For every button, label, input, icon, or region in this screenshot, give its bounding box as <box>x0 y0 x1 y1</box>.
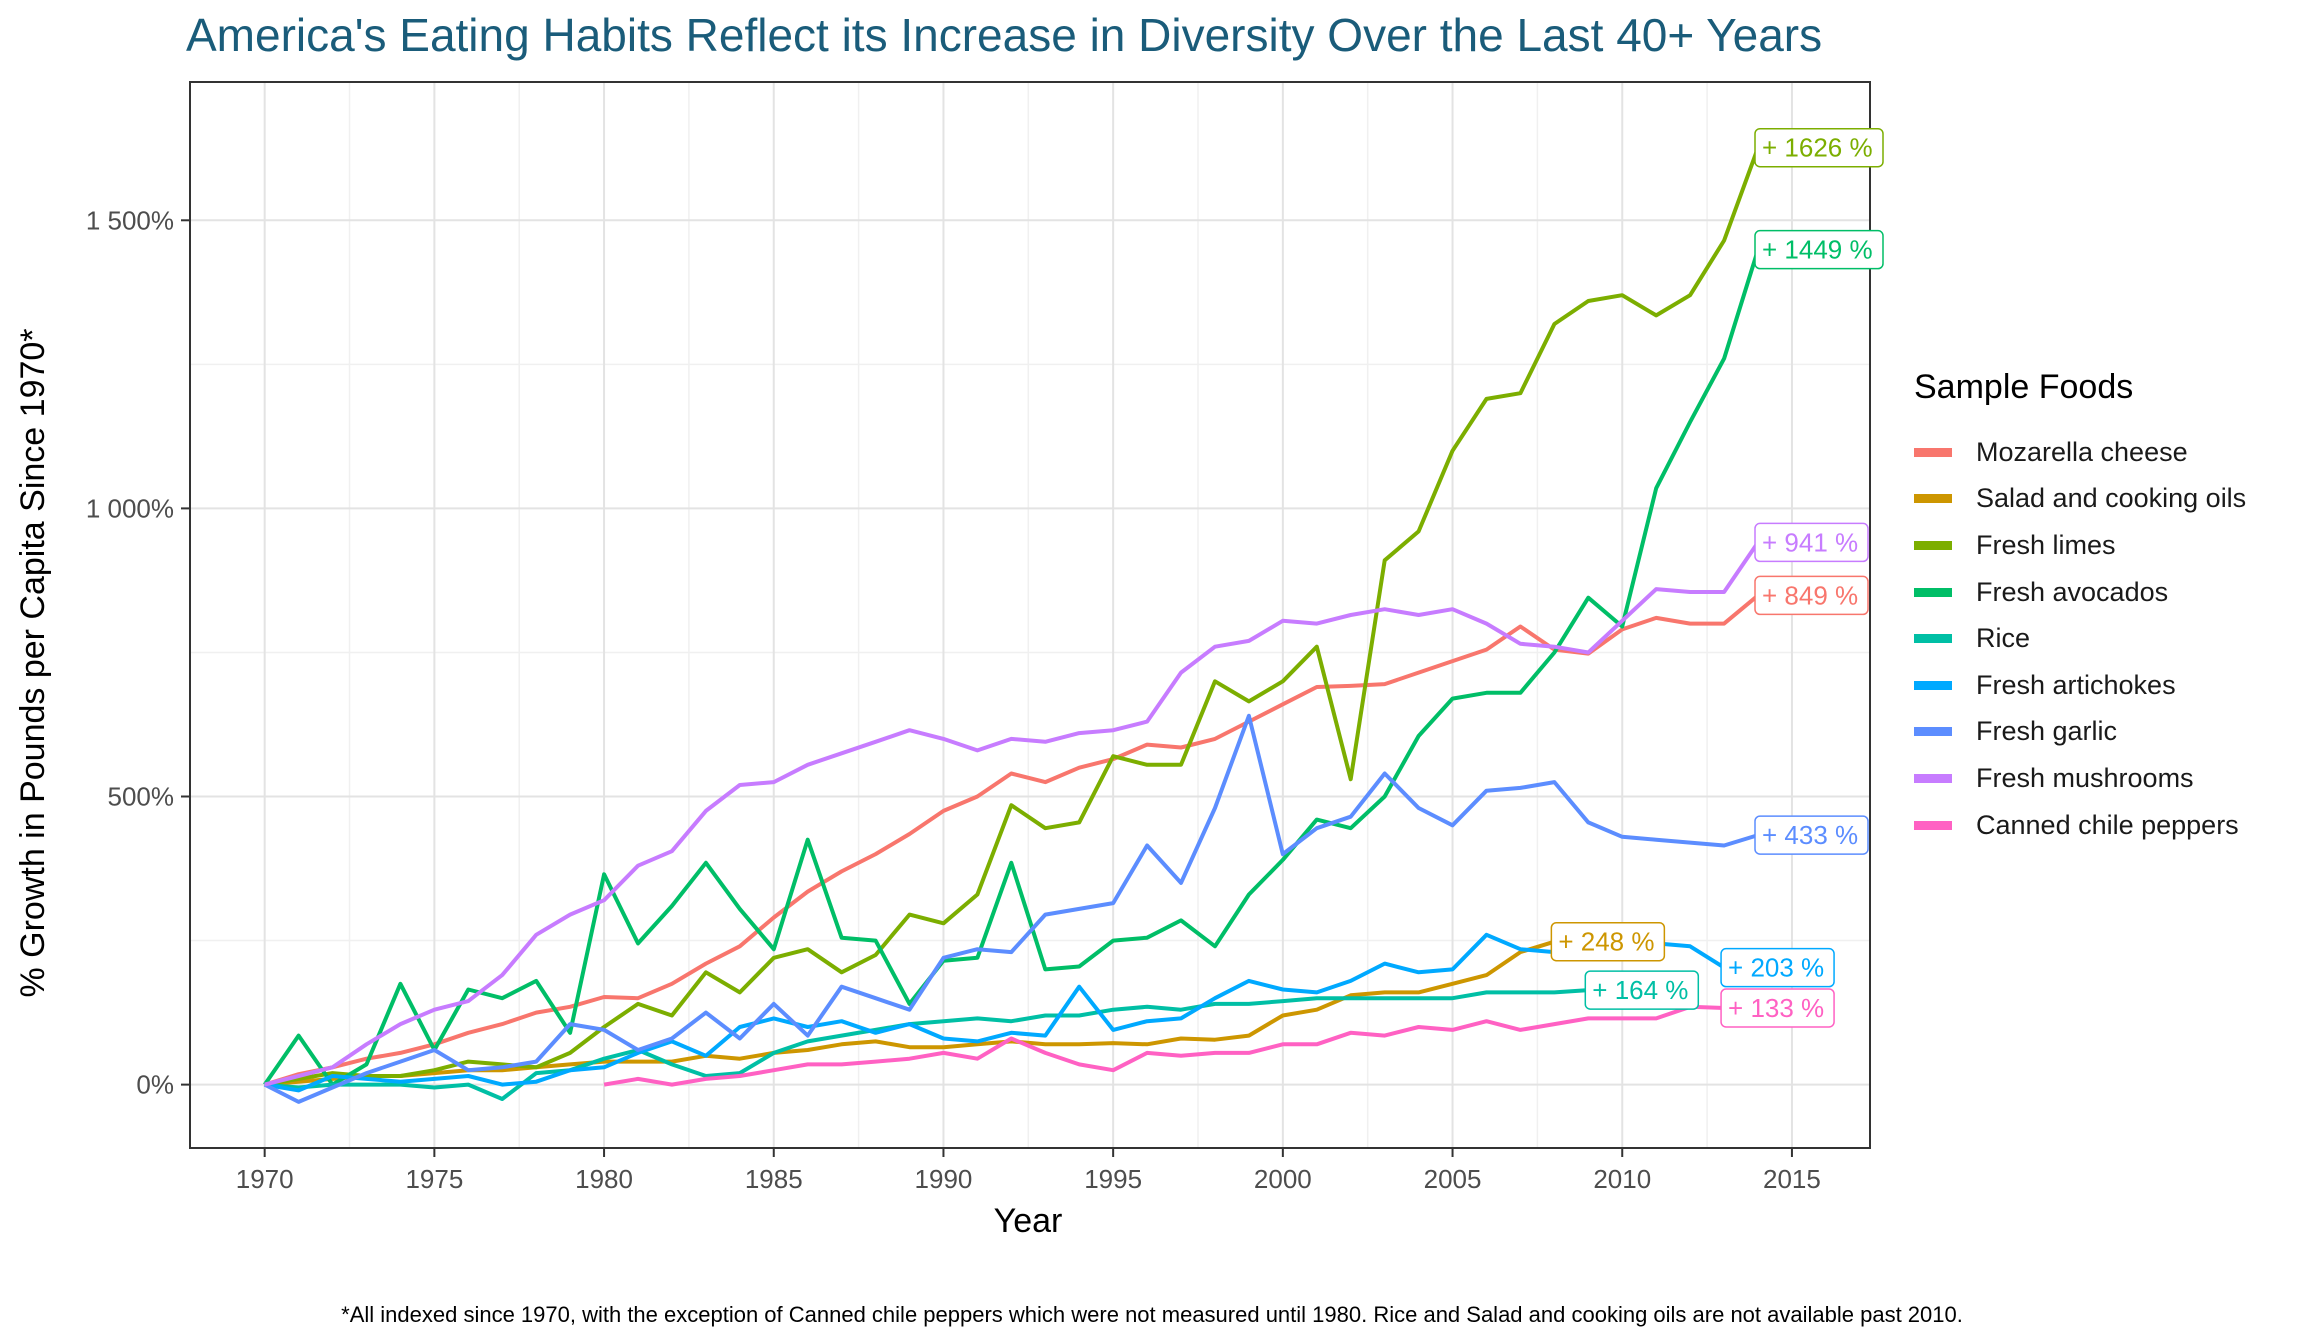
end-label: + 849 % <box>1754 575 1869 616</box>
legend-swatch <box>1914 680 1952 690</box>
legend-label: Fresh mushrooms <box>1976 762 2194 793</box>
end-label: + 433 % <box>1754 815 1869 855</box>
end-label: + 1626 % <box>1754 127 1884 168</box>
end-label-box <box>1754 575 1869 616</box>
series-line <box>264 988 1589 1101</box>
x-tick-label: 2000 <box>1254 1164 1312 1194</box>
legend-swatch <box>1914 773 1952 783</box>
end-label: + 133 % <box>1720 988 1835 1028</box>
legend-item: Fresh avocados <box>1914 569 2246 616</box>
series-line <box>263 249 1760 1087</box>
y-tick-label: 500% <box>108 782 175 812</box>
end-label-text: + 203 % <box>1728 953 1824 983</box>
legend-item: Fresh garlic <box>1914 709 2246 756</box>
x-axis-title: Year <box>994 1202 1063 1240</box>
y-axis-title: % Growth in Pounds per Capita Since 1970… <box>14 328 52 997</box>
legend-item: Fresh mushrooms <box>1914 755 2246 802</box>
y-tick-label: 1 000% <box>86 493 174 523</box>
legend-item: Mozarella cheese <box>1914 429 2246 476</box>
legend-items: Mozarella cheese Salad and cooking oils Fr… <box>1914 429 2246 848</box>
legend-label: Fresh artichokes <box>1976 669 2176 700</box>
series-line <box>603 1004 1725 1087</box>
legend-label: Fresh limes <box>1976 529 2116 560</box>
end-label: + 1449 % <box>1754 229 1884 270</box>
end-label-text: + 1449 % <box>1762 235 1873 265</box>
x-tick-label: 2015 <box>1763 1164 1821 1194</box>
x-axis: 1970 1975 1980 1985 1990 1995 2000 2005 2010 2015 <box>236 1148 1821 1194</box>
end-label-text: + 164 % <box>1592 975 1688 1005</box>
end-label-box <box>1720 947 1835 988</box>
end-label-text: + 849 % <box>1762 580 1858 610</box>
end-label-text: + 941 % <box>1762 527 1858 557</box>
legend-swatch <box>1914 587 1952 597</box>
end-label-text: + 433 % <box>1762 820 1858 850</box>
series-line <box>264 541 1760 1087</box>
y-tick-label: 0% <box>136 1070 174 1100</box>
legend-swatch <box>1914 447 1952 457</box>
end-label-box <box>1584 970 1700 1010</box>
legend-item: Rice <box>1914 615 2246 662</box>
legend-title: Sample Foods <box>1914 368 2134 406</box>
x-tick-label: 1990 <box>915 1164 973 1194</box>
end-label-text: + 248 % <box>1558 927 1654 957</box>
series-line <box>264 147 1760 1087</box>
legend-item: Canned chile peppers <box>1914 802 2246 849</box>
legend: Sample Foods Mozarella cheese Salad and c… <box>1914 368 2246 848</box>
legend-label: Salad and cooking oils <box>1976 483 2247 514</box>
end-label-text: + 1626 % <box>1762 133 1873 163</box>
end-label: + 248 % <box>1550 921 1666 962</box>
x-tick-label: 1995 <box>1084 1164 1142 1194</box>
x-tick-label: 1980 <box>575 1164 633 1194</box>
legend-swatch <box>1914 727 1952 737</box>
end-label: + 941 % <box>1754 522 1869 563</box>
end-label-box <box>1720 988 1835 1028</box>
chart-title: America's Eating Habits Reflect its Incr… <box>186 9 1823 61</box>
end-label-box <box>1754 815 1869 855</box>
series-line <box>264 932 1726 1093</box>
legend-swatch <box>1914 634 1952 644</box>
legend-label: Fresh garlic <box>1976 716 2118 747</box>
end-label-box <box>1754 127 1884 168</box>
legend-item: Fresh artichokes <box>1914 662 2246 709</box>
legend-swatch <box>1914 540 1952 550</box>
series-lines <box>263 147 1760 1104</box>
x-tick-label: 2005 <box>1424 1164 1482 1194</box>
footnote: *All indexed since 1970, with the except… <box>341 1302 1963 1327</box>
legend-swatch <box>1914 494 1952 504</box>
legend-item: Fresh limes <box>1914 522 2246 569</box>
legend-swatch <box>1914 820 1952 830</box>
end-label-box <box>1754 229 1884 270</box>
series-line <box>263 713 1759 1104</box>
legend-item: Salad and cooking oils <box>1914 476 2246 523</box>
end-label-text: + 133 % <box>1728 993 1824 1023</box>
x-tick-label: 1970 <box>236 1164 294 1194</box>
legend-label: Rice <box>1976 623 2031 654</box>
end-label: + 203 % <box>1720 947 1835 988</box>
legend-label: Mozarella cheese <box>1976 436 2188 467</box>
legend-label: Canned chile peppers <box>1976 809 2239 840</box>
x-tick-label: 2010 <box>1593 1164 1651 1194</box>
end-label-box <box>1550 921 1666 962</box>
plot-border <box>189 81 1871 1149</box>
end-labels: + 849 % + 248 % + 1626 % + 1449 % + 164 % + 2… <box>1550 127 1884 1028</box>
x-tick-label: 1985 <box>745 1164 803 1194</box>
legend-label: Fresh avocados <box>1976 576 2169 607</box>
end-label-box <box>1754 522 1869 563</box>
end-label: + 164 % <box>1584 970 1700 1010</box>
y-axis: 0% 500% 1 000% 1 500% <box>86 205 190 1100</box>
y-tick-label: 1 500% <box>86 205 174 235</box>
x-tick-label: 1975 <box>405 1164 463 1194</box>
series-line <box>264 593 1760 1087</box>
